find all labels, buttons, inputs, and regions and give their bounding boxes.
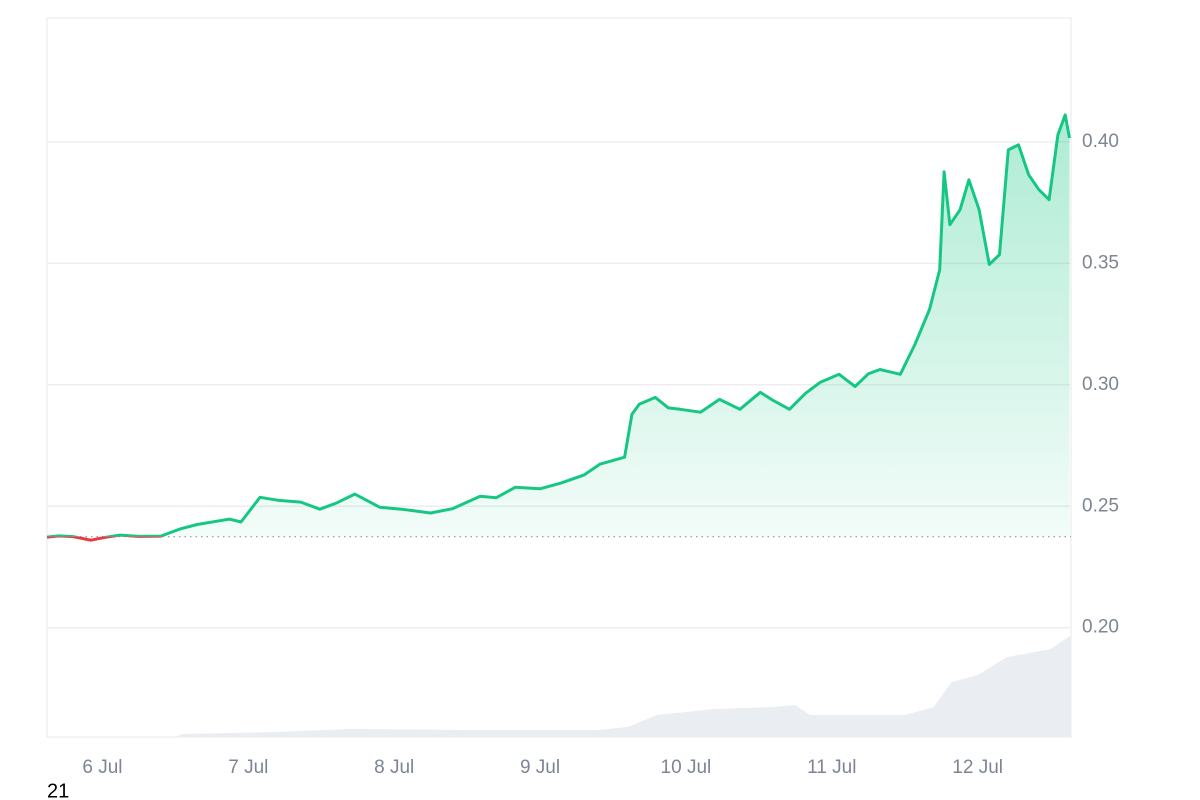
x-tick-label: 9 Jul: [520, 757, 560, 778]
x-tick-label: 8 Jul: [374, 757, 414, 778]
y-tick-label: 0.30: [1082, 374, 1119, 395]
x-tick-label: 12 Jul: [952, 757, 1003, 778]
y-tick-label: 0.40: [1082, 131, 1119, 152]
y-tick-label: 0.35: [1082, 252, 1119, 273]
x-tick-label: 11 Jul: [807, 757, 856, 778]
price-area: [51, 114, 1070, 537]
footnote: 21: [47, 780, 69, 800]
price-line: [46, 113, 1071, 537]
volume-area: [47, 635, 1071, 737]
y-tick-label: 0.20: [1082, 617, 1119, 638]
x-tick-label: 10 Jul: [661, 757, 712, 778]
y-tick-label: 0.25: [1082, 495, 1119, 516]
x-tick-label: 7 Jul: [228, 757, 268, 778]
x-tick-label: 6 Jul: [82, 757, 122, 778]
